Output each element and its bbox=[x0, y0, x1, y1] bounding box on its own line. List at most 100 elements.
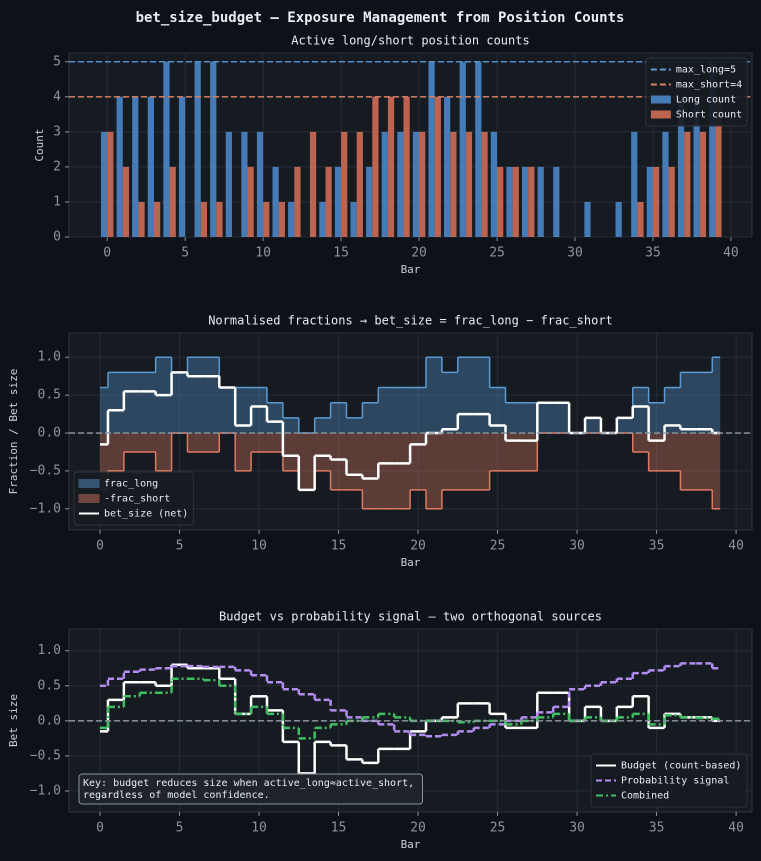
area-step bbox=[107, 372, 124, 434]
area-step bbox=[410, 387, 427, 434]
legend-label: bet_size (net) bbox=[104, 509, 188, 520]
x-tick-label: 0 bbox=[103, 246, 111, 261]
area-step bbox=[457, 433, 474, 490]
area-step bbox=[378, 387, 395, 434]
area-step bbox=[378, 433, 395, 509]
x-tick-label: 40 bbox=[728, 539, 744, 554]
bar bbox=[646, 166, 653, 237]
x-tick-label: 25 bbox=[489, 246, 505, 261]
bar bbox=[506, 166, 513, 237]
x-tick-label: 30 bbox=[567, 246, 583, 261]
bar bbox=[652, 166, 660, 237]
bar bbox=[138, 201, 145, 237]
x-tick-label: 10 bbox=[251, 539, 267, 554]
x-axis-label: Bar bbox=[401, 263, 421, 276]
x-tick-label: 35 bbox=[649, 821, 665, 836]
legend-label: Budget (count-based) bbox=[621, 761, 741, 772]
bar bbox=[381, 131, 388, 237]
bar bbox=[147, 96, 154, 237]
legend-label: max_short=4 bbox=[676, 80, 742, 91]
bar bbox=[412, 131, 420, 237]
area-step bbox=[155, 433, 172, 471]
bar bbox=[662, 131, 669, 237]
legend-swatch bbox=[78, 479, 100, 488]
area-step bbox=[441, 372, 458, 434]
bar bbox=[637, 201, 644, 237]
bar bbox=[434, 96, 441, 237]
area-step bbox=[664, 387, 681, 434]
area-step bbox=[585, 417, 601, 434]
annotation-text: regardless of model confidence. bbox=[83, 790, 270, 801]
area-step bbox=[251, 387, 267, 434]
bar bbox=[100, 131, 108, 237]
area-step bbox=[489, 433, 506, 471]
bar bbox=[631, 131, 638, 237]
y-tick-label: 0.5 bbox=[38, 388, 61, 403]
y-tick-label: 0.5 bbox=[38, 678, 61, 693]
legend-label: Long count bbox=[676, 95, 736, 106]
bar bbox=[512, 166, 519, 237]
x-axis-label: Bar bbox=[401, 556, 421, 569]
area-step bbox=[314, 433, 331, 471]
bar bbox=[241, 131, 248, 237]
x-tick-label: 5 bbox=[176, 821, 184, 836]
bar bbox=[194, 61, 201, 238]
x-tick-label: 10 bbox=[255, 246, 271, 261]
area-step bbox=[187, 433, 204, 452]
bar bbox=[309, 131, 317, 237]
area-step bbox=[712, 357, 721, 434]
bar bbox=[288, 201, 295, 237]
legend-label: -frac_short bbox=[104, 494, 170, 505]
area-step bbox=[410, 433, 427, 490]
y-tick-label: −1.0 bbox=[30, 783, 61, 798]
bar bbox=[325, 166, 332, 237]
area-step bbox=[712, 433, 721, 509]
area-step bbox=[282, 433, 299, 471]
area-step bbox=[632, 433, 649, 452]
bar bbox=[677, 96, 685, 237]
bar bbox=[341, 131, 348, 237]
bar bbox=[169, 166, 176, 237]
y-tick-label: −0.5 bbox=[30, 748, 61, 763]
area-step bbox=[648, 402, 665, 434]
area-step bbox=[282, 417, 299, 434]
bar bbox=[528, 166, 535, 237]
legend-label: Short count bbox=[676, 110, 742, 121]
legend-label: Probability signal bbox=[621, 776, 729, 787]
bar bbox=[216, 201, 223, 237]
bar bbox=[122, 166, 130, 237]
bar bbox=[521, 166, 529, 237]
area-step bbox=[187, 357, 204, 434]
bar bbox=[450, 131, 457, 237]
x-tick-label: 15 bbox=[331, 821, 347, 836]
bar bbox=[178, 96, 186, 237]
bar bbox=[278, 201, 285, 237]
bar bbox=[715, 96, 722, 237]
x-tick-label: 25 bbox=[490, 821, 506, 836]
bar bbox=[356, 131, 363, 237]
area-step bbox=[362, 433, 379, 509]
x-tick-label: 15 bbox=[333, 246, 349, 261]
area-step bbox=[203, 357, 220, 434]
y-tick-label: 1.0 bbox=[38, 350, 61, 365]
area-step bbox=[648, 433, 665, 471]
legend-box bbox=[590, 753, 748, 808]
area-step bbox=[314, 417, 331, 434]
x-tick-label: 40 bbox=[728, 821, 744, 836]
area-step bbox=[441, 433, 458, 490]
bar bbox=[490, 131, 498, 237]
legend-box bbox=[73, 471, 194, 526]
bar bbox=[107, 131, 114, 237]
bar bbox=[615, 201, 622, 237]
bar bbox=[366, 166, 373, 237]
area-step bbox=[123, 372, 140, 434]
legend-label: frac_long bbox=[104, 479, 158, 490]
x-tick-label: 5 bbox=[181, 246, 189, 261]
legend-label: Combined bbox=[621, 791, 669, 802]
area-step bbox=[394, 433, 411, 509]
y-tick-label: −1.0 bbox=[30, 501, 61, 516]
area-step bbox=[521, 402, 538, 434]
bar bbox=[497, 166, 504, 237]
bar bbox=[553, 166, 560, 237]
